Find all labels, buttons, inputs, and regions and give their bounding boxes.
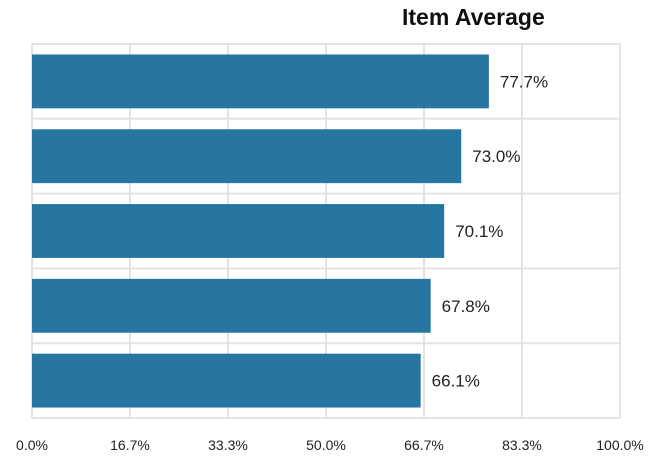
bar	[32, 54, 489, 109]
bar-value-label: 77.7%	[500, 72, 548, 91]
x-tick-label: 100.0%	[596, 437, 643, 453]
x-tick-label: 83.3%	[502, 437, 542, 453]
bar	[32, 353, 421, 408]
x-tick-label: 16.7%	[110, 437, 150, 453]
x-tick-label: 0.0%	[16, 437, 48, 453]
bar	[32, 278, 431, 333]
x-tick-labels-group: 0.0% 16.7% 33.3% 50.0% 66.7% 83.3% 100.0%	[16, 437, 644, 453]
bar-value-label: 73.0%	[472, 147, 520, 166]
data-labels-group: 77.7% 73.0% 70.1% 67.8% 66.1%	[432, 72, 548, 390]
bar-value-label: 67.8%	[442, 297, 490, 316]
bars-group	[32, 54, 489, 408]
x-tick-label: 50.0%	[306, 437, 346, 453]
chart-title-area: Item Average	[0, 0, 662, 40]
bar	[32, 129, 462, 184]
chart-title: Item Average	[402, 4, 545, 30]
x-tick-label: 66.7%	[404, 437, 444, 453]
bar-value-label: 70.1%	[455, 222, 503, 241]
x-tick-label: 33.3%	[208, 437, 248, 453]
bar	[32, 204, 445, 258]
bar-value-label: 66.1%	[432, 372, 480, 391]
